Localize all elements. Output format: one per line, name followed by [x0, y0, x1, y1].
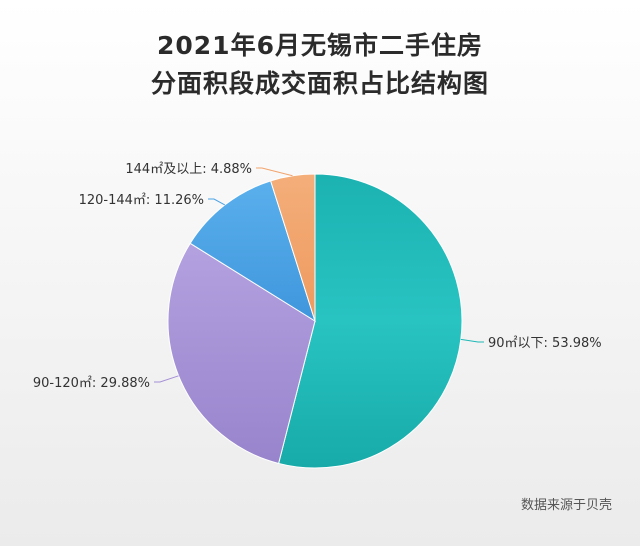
slice-label: 90㎡以下: 53.98%	[488, 336, 602, 351]
slice-label: 144㎡及以上: 4.88%	[125, 162, 252, 177]
leader-line	[256, 167, 293, 177]
data-source-note: 数据来源于贝壳	[520, 498, 612, 513]
chart-title-line-2: 分面积段成交面积占比结构图	[150, 69, 489, 98]
leader-line	[208, 198, 226, 206]
pie-slice	[278, 173, 463, 469]
pie-slice	[189, 180, 316, 323]
slice-label: 90-120㎡: 29.88%	[33, 376, 150, 391]
pie-slice	[270, 173, 316, 322]
slice-label: 120-144㎡: 11.26%	[79, 193, 204, 208]
chart-title-line-1: 2021年6月无锡市二手住房	[157, 31, 483, 60]
leader-line	[154, 375, 179, 383]
leader-line	[460, 338, 484, 343]
